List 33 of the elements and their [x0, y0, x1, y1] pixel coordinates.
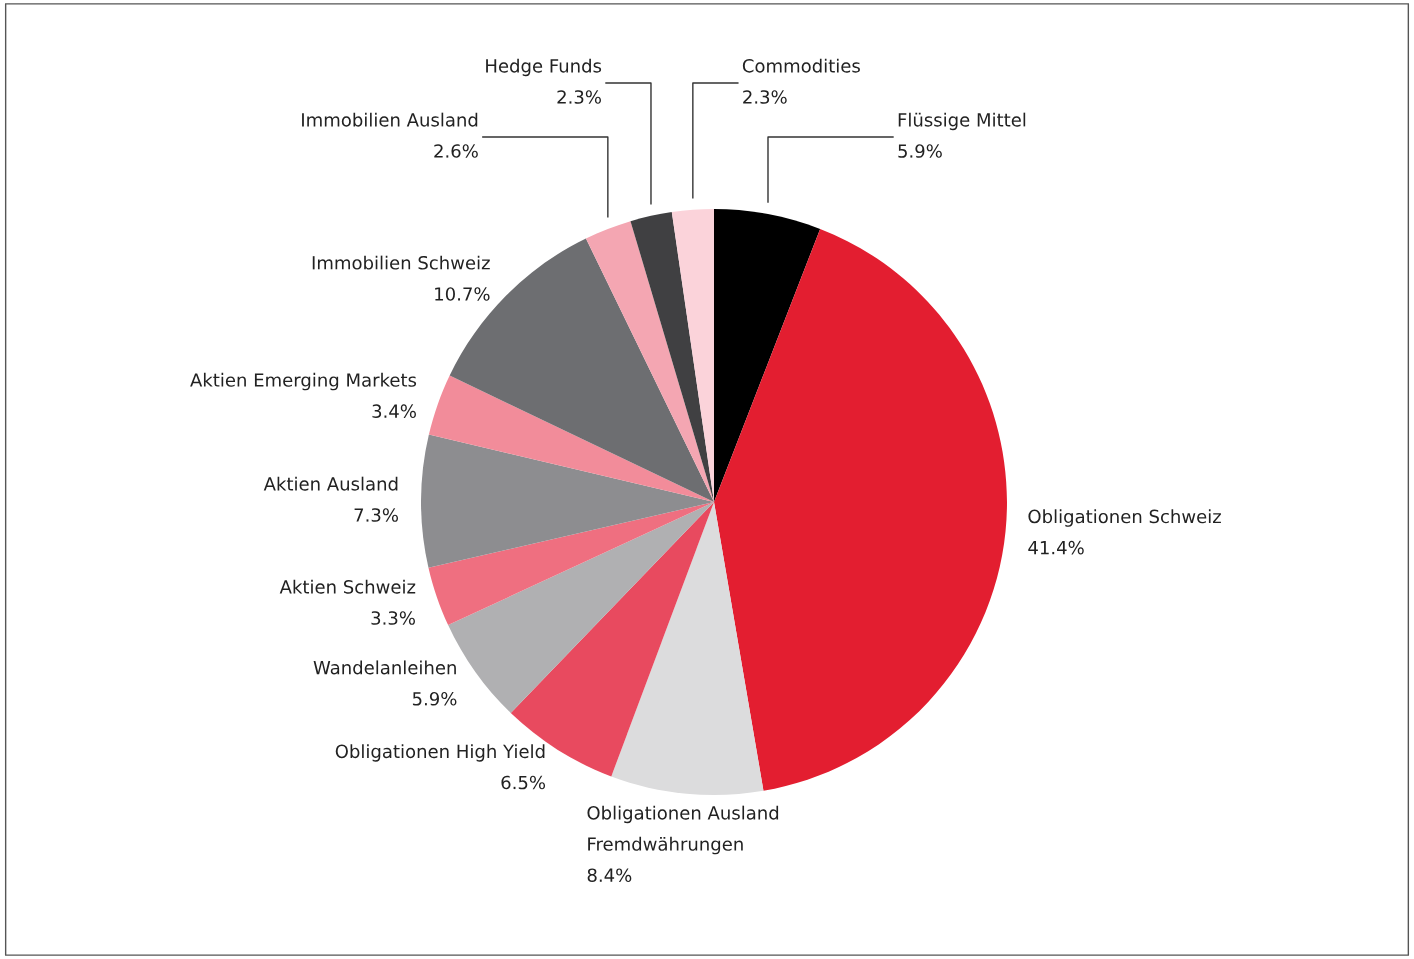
slice-label: Wandelanleihen [313, 660, 456, 675]
pie-slice [428, 375, 714, 502]
data-label: 3.4% [372, 404, 416, 418]
pie-slice [714, 228, 1007, 791]
data-label: 3.3% [371, 611, 415, 625]
pie-slice [428, 502, 714, 626]
data-label: 7.3% [354, 508, 399, 522]
slice-label: Obligationen High Yield [335, 744, 545, 762]
slice-label: Immobilien Ausland [302, 112, 478, 127]
slice-label: Obligationen Schweiz [1028, 509, 1221, 527]
data-label: 41.4% [1028, 540, 1084, 555]
pie-slice [714, 209, 821, 502]
data-label: 8.4% [587, 868, 632, 883]
data-label: 10.7% [435, 287, 490, 301]
pie-slice [630, 212, 714, 502]
pie-slice [611, 502, 764, 795]
slice-label: Aktien Ausland [263, 476, 398, 491]
slice-label: Aktien Schweiz [279, 579, 416, 594]
data-label: 6.5% [501, 775, 546, 790]
pie-slice [671, 209, 714, 502]
slice-label: Commodities [742, 58, 860, 73]
data-label: 2.3% [557, 90, 601, 104]
pie-slice [421, 434, 714, 568]
slice-label: Immobilien Schweiz [312, 255, 490, 270]
data-label: 5.9% [412, 691, 457, 706]
slice-label: Aktien Emerging Markets [190, 372, 417, 391]
slice-label: Flüssige Mittel [898, 112, 1026, 131]
slice-label: Obligationen Ausland Fremdwährungen [587, 805, 779, 855]
data-label: 5.9% [898, 144, 942, 158]
pie-slice [585, 221, 714, 502]
data-label: 2.6% [434, 144, 478, 158]
data-label: 2.3% [743, 90, 787, 104]
slice-label: Hedge Funds [486, 58, 602, 77]
